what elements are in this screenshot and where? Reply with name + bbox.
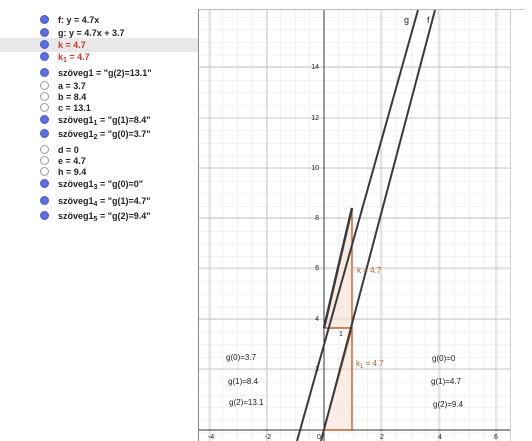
algebra-item-e[interactable]: e = 4.7 [0,154,198,168]
visibility-toggle[interactable] [40,167,49,176]
graph-canvas[interactable]: g f 2 4 6 8 10 12 14 -4 -2 0 2 4 6 [199,10,511,441]
visibility-toggle[interactable] [40,156,49,165]
x-tick-label: 6 [494,434,498,441]
visibility-toggle[interactable] [40,211,49,220]
visibility-toggle[interactable] [40,52,49,61]
y-tick-label: 14 [311,64,319,71]
x-tick-label: 0 [317,434,321,441]
text-f2[interactable]: g(2)=9.4 [433,400,464,409]
algebra-item-szoveg1[interactable]: szöveg1 = "g(2)=13.1" [0,66,198,80]
algebra-item-label: k = 4.7 [58,40,86,50]
algebra-item-label: g: y = 4.7x + 3.7 [58,28,125,38]
x-tick-label: 4 [438,434,442,441]
y-tick-label: 2 [315,366,319,373]
y-tick-label: 4 [315,316,319,323]
algebra-item-label: b = 8.4 [58,92,87,102]
line-label-g: g [404,15,409,25]
y-tick-label: 8 [315,215,319,222]
visibility-toggle[interactable] [40,145,49,154]
algebra-item-a[interactable]: a = 3.7 [0,79,198,93]
line-g[interactable] [296,10,419,441]
visibility-toggle[interactable] [40,68,49,77]
slope-label-k1: k1 = 4.7 [356,359,384,370]
visibility-toggle[interactable] [40,179,49,188]
algebra-item-label: szöveg1 = "g(2)=13.1" [58,68,152,78]
algebra-item-label: a = 3.7 [58,81,86,91]
visibility-toggle[interactable] [40,103,49,112]
algebra-item-k[interactable]: k = 4.7 [0,38,198,52]
visibility-toggle[interactable] [40,92,49,101]
text-g2[interactable]: g(2)=13.1 [229,398,264,407]
run-label: 1 [339,331,343,338]
algebra-item-g[interactable]: g: y = 4.7x + 3.7 [0,26,198,40]
algebra-item-d[interactable]: d = 0 [0,143,198,157]
text-f0[interactable]: g(0)=0 [432,354,456,363]
algebra-item-szoveg1-5[interactable]: szöveg15 = "g(2)=9.4" [0,209,198,223]
graphics-view[interactable]: g f 2 4 6 8 10 12 14 -4 -2 0 2 4 6 [198,9,511,441]
y-tick-label: 10 [311,165,319,172]
algebra-item-label: szöveg11 = "g(1)=8.4" [58,115,151,127]
line-label-f: f [427,15,430,25]
visibility-toggle[interactable] [40,129,49,138]
algebra-item-c[interactable]: c = 13.1 [0,101,198,115]
right-panel-edge [510,9,525,441]
algebra-item-label: c = 13.1 [58,103,91,113]
x-tick-label: -2 [265,434,271,441]
algebra-item-szoveg1-3[interactable]: szöveg13 = "g(0)=0" [0,177,198,191]
algebra-item-label: szöveg13 = "g(0)=0" [58,179,143,191]
algebra-item-szoveg1-1[interactable]: szöveg11 = "g(1)=8.4" [0,113,198,127]
visibility-toggle[interactable] [40,40,49,49]
visibility-toggle[interactable] [40,196,49,205]
line-f[interactable] [320,10,436,441]
algebra-item-b[interactable]: b = 8.4 [0,90,198,104]
algebra-item-label: k1 = 4.7 [58,52,90,64]
algebra-item-label: szöveg15 = "g(2)=9.4" [58,211,151,223]
major-grid [199,10,511,441]
text-f1[interactable]: g(1)=4.7 [431,377,462,386]
algebra-item-k1[interactable]: k1 = 4.7 [0,50,198,64]
visibility-toggle[interactable] [40,81,49,90]
algebra-item-label: szöveg14 = "g(1)=4.7" [58,196,151,208]
algebra-item-f[interactable]: f: y = 4.7x [0,13,198,27]
y-tick-label: 12 [311,115,319,122]
text-g1[interactable]: g(1)=8.4 [228,377,259,386]
algebra-item-label: h = 9.4 [58,167,87,177]
visibility-toggle[interactable] [40,28,49,37]
algebra-item-label: e = 4.7 [58,156,86,166]
slope-label-k: k = 4.7 [357,266,382,275]
algebra-view: f: y = 4.7x g: y = 4.7x + 3.7 k = 4.7 k1… [0,0,198,441]
visibility-toggle[interactable] [40,15,49,24]
y-tick-label: 6 [315,265,319,272]
text-g0[interactable]: g(0)=3.7 [226,353,257,362]
algebra-item-szoveg1-4[interactable]: szöveg14 = "g(1)=4.7" [0,194,198,208]
line-g-segment [322,207,354,329]
algebra-item-label: d = 0 [58,145,79,155]
visibility-toggle[interactable] [40,115,49,124]
algebra-item-label: szöveg12 = "g(0)=3.7" [58,129,151,141]
algebra-item-label: f: y = 4.7x [58,15,100,25]
x-tick-label: -4 [208,434,214,441]
x-tick-label: 2 [380,434,384,441]
algebra-item-szoveg1-2[interactable]: szöveg12 = "g(0)=3.7" [0,127,198,141]
algebra-item-h[interactable]: h = 9.4 [0,165,198,179]
